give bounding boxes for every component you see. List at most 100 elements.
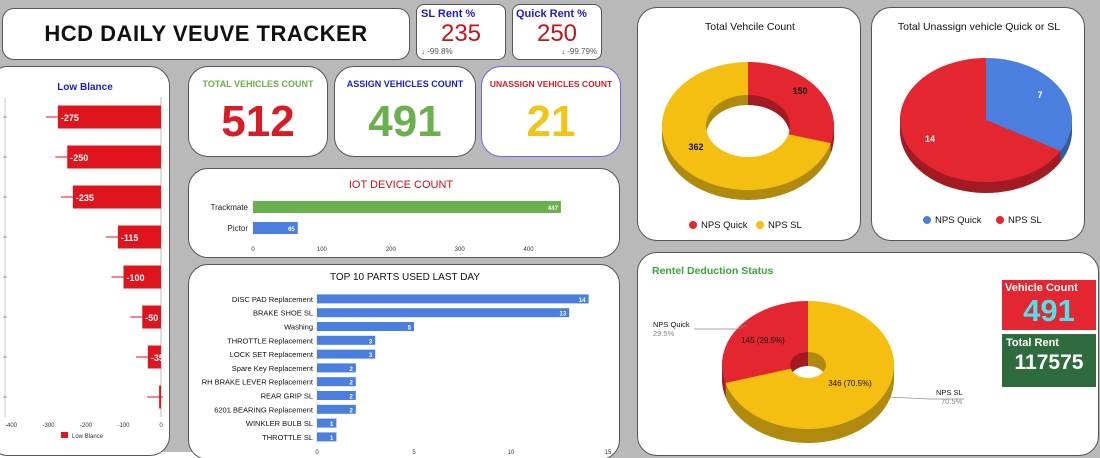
unassign-title: Total Unassign vehicle Quick or SL bbox=[898, 21, 1060, 33]
low-balance-bar bbox=[117, 225, 161, 249]
rental-callout-line bbox=[694, 324, 747, 330]
parts-bar bbox=[317, 349, 376, 359]
pie-slice bbox=[986, 58, 1072, 151]
total-vehicle-legend-swatch bbox=[689, 221, 697, 229]
parts-value-label: 13 bbox=[560, 312, 567, 318]
iot-x-tick: 0 bbox=[251, 247, 255, 253]
low-balance-x-tick: -200 bbox=[80, 423, 93, 429]
parts-bar bbox=[317, 404, 356, 414]
rental-callout-pct: 70.5% bbox=[941, 397, 963, 406]
iot-value-label: 447 bbox=[548, 206, 559, 212]
quick-rent-change-text: -99.79% bbox=[567, 47, 597, 56]
low-balance-x-tick: -300 bbox=[42, 423, 55, 429]
pie-slice bbox=[725, 301, 894, 429]
low-balance-bar bbox=[67, 145, 161, 169]
sl-rent-card: SL Rent % 235 ↓ -99.8% bbox=[416, 4, 506, 60]
total-vehicle-pie-card: Total Vehcile Count 150 362 NPS Quick NPS SL bbox=[637, 7, 861, 241]
parts-bar bbox=[317, 391, 356, 400]
parts-bar bbox=[317, 308, 570, 318]
unassign-legend-label: NPS Quick bbox=[935, 215, 982, 226]
parts-value-label: 2 bbox=[349, 381, 353, 387]
iot-bar bbox=[253, 201, 561, 213]
parts-bar bbox=[317, 377, 356, 387]
iot-device-chart: IOT DEVICE COUNT Trackmate 447 Pictor 65 0 100… bbox=[211, 179, 561, 253]
sl-rent-change: ↓ -99.8% bbox=[421, 47, 453, 56]
rental-slice-label: 346 (70.5%) bbox=[828, 379, 872, 388]
low-balance-value-label: -275 bbox=[61, 113, 79, 123]
total-vehicles-card: TOTAL VEHICLES COUNT 512 bbox=[188, 66, 328, 157]
unassign-slice-label: 7 bbox=[1037, 90, 1042, 100]
unassign-legend-swatch bbox=[996, 216, 1004, 224]
rental-callout-name: NPS SL bbox=[936, 388, 963, 397]
unassign-legend-swatch bbox=[923, 216, 931, 224]
parts-bar bbox=[317, 335, 376, 345]
low-balance-title: Low Blance bbox=[57, 82, 113, 93]
low-balance-x-tick: 0 bbox=[159, 423, 163, 429]
total-vehicle-slice-label: 362 bbox=[688, 142, 703, 152]
unassign-pie-card: Total Unassign vehicle Quick or SL 7 14 NPS… bbox=[871, 7, 1085, 241]
total-rent-value: 117575 bbox=[1014, 351, 1084, 374]
parts-bar bbox=[317, 418, 337, 428]
low-balance-value-label: -5 bbox=[162, 393, 170, 403]
parts-category-label: BRAKE SHOE SL bbox=[253, 309, 313, 318]
rental-deduction-chart: Rentel Deduction Status 145 (29.5%) 346 (7… bbox=[652, 265, 964, 443]
title-card: HCD DAILY VEUVE TRACKER bbox=[2, 8, 410, 60]
rental-callout-pct: 29.5% bbox=[653, 329, 675, 338]
parts-value-label: 14 bbox=[579, 298, 586, 304]
low-balance-bar bbox=[123, 265, 161, 289]
total-vehicle-slice-label: 150 bbox=[792, 86, 807, 96]
parts-value-label: 1 bbox=[330, 436, 334, 442]
total-vehicle-title: Total Vehcile Count bbox=[705, 21, 795, 33]
parts-category-label: LOCK SET Replacement bbox=[230, 350, 314, 359]
low-balance-card: Low Blance -275 -250 -235 -115 -100 -50 -35 -5 -4… bbox=[0, 66, 170, 456]
low-balance-value-label: -235 bbox=[76, 193, 94, 203]
unassign-vehicles-value: 21 bbox=[526, 97, 576, 146]
pie-slice bbox=[722, 301, 808, 383]
iot-category-label: Trackmate bbox=[211, 203, 249, 212]
parts-bar bbox=[317, 322, 414, 331]
parts-category-label: RH BRAKE LEVER Replacement bbox=[202, 378, 314, 387]
total-vehicle-pie-chart: Total Vehcile Count 150 362 NPS Quick NPS SL bbox=[662, 21, 834, 231]
rental-callout-line bbox=[887, 396, 964, 400]
low-balance-bar bbox=[147, 345, 161, 369]
total-rent-box: Total Rent 117575 bbox=[1001, 333, 1097, 388]
iot-x-tick: 200 bbox=[386, 247, 397, 253]
rental-title: Rentel Deduction Status bbox=[652, 265, 774, 277]
low-balance-value-label: -35 bbox=[151, 353, 164, 363]
parts-x-tick: 15 bbox=[605, 450, 612, 456]
parts-value-label: 3 bbox=[369, 353, 373, 359]
total-vehicles-value: 512 bbox=[221, 97, 295, 146]
parts-x-tick: 10 bbox=[508, 450, 515, 456]
unassign-legend-label: NPS SL bbox=[1008, 215, 1042, 226]
parts-category-label: REAR GRIP SL bbox=[261, 392, 313, 401]
low-balance-x-tick: -100 bbox=[117, 423, 130, 429]
parts-category-label: THROTTLE Replacement bbox=[227, 336, 314, 345]
parts-bar bbox=[317, 294, 589, 304]
quick-rent-label: Quick Rent % bbox=[516, 8, 587, 20]
parts-category-label: THROTTLE SL bbox=[262, 433, 313, 442]
pie-slice bbox=[900, 58, 1061, 182]
pie-slice bbox=[662, 62, 831, 190]
low-balance-bar bbox=[142, 305, 161, 329]
unassign-pie-chart: Total Unassign vehicle Quick or SL 7 14 NPS… bbox=[898, 21, 1072, 226]
parts-category-label: 6201 BEARING Replacement bbox=[214, 405, 314, 414]
unassign-vehicles-label: UNASSIGN VEHICLES COUNT bbox=[489, 79, 613, 89]
total-vehicles-label: TOTAL VEHICLES COUNT bbox=[202, 79, 314, 89]
parts-x-tick: 5 bbox=[412, 450, 416, 456]
vehicle-count-value: 491 bbox=[1023, 293, 1075, 328]
unassign-vehicles-card: UNASSIGN VEHICLES COUNT 21 bbox=[481, 66, 621, 157]
parts-bar bbox=[317, 432, 337, 442]
total-vehicle-legend-swatch bbox=[756, 221, 764, 229]
iot-device-card: IOT DEVICE COUNT Trackmate 447 Pictor 65 0 100… bbox=[188, 168, 620, 258]
low-balance-bar bbox=[57, 105, 161, 129]
parts-bar bbox=[317, 363, 356, 373]
parts-category-label: Washing bbox=[284, 323, 313, 332]
parts-value-label: 2 bbox=[349, 408, 353, 414]
sl-rent-change-text: -99.8% bbox=[427, 47, 453, 56]
vehicle-count-label: Vehicle Count bbox=[1005, 282, 1078, 294]
sl-rent-label: SL Rent % bbox=[421, 8, 476, 20]
page-title: HCD DAILY VEUVE TRACKER bbox=[44, 21, 368, 46]
total-vehicle-legend-label: NPS SL bbox=[768, 220, 802, 231]
iot-title: IOT DEVICE COUNT bbox=[349, 179, 454, 191]
low-balance-bar bbox=[72, 185, 161, 209]
